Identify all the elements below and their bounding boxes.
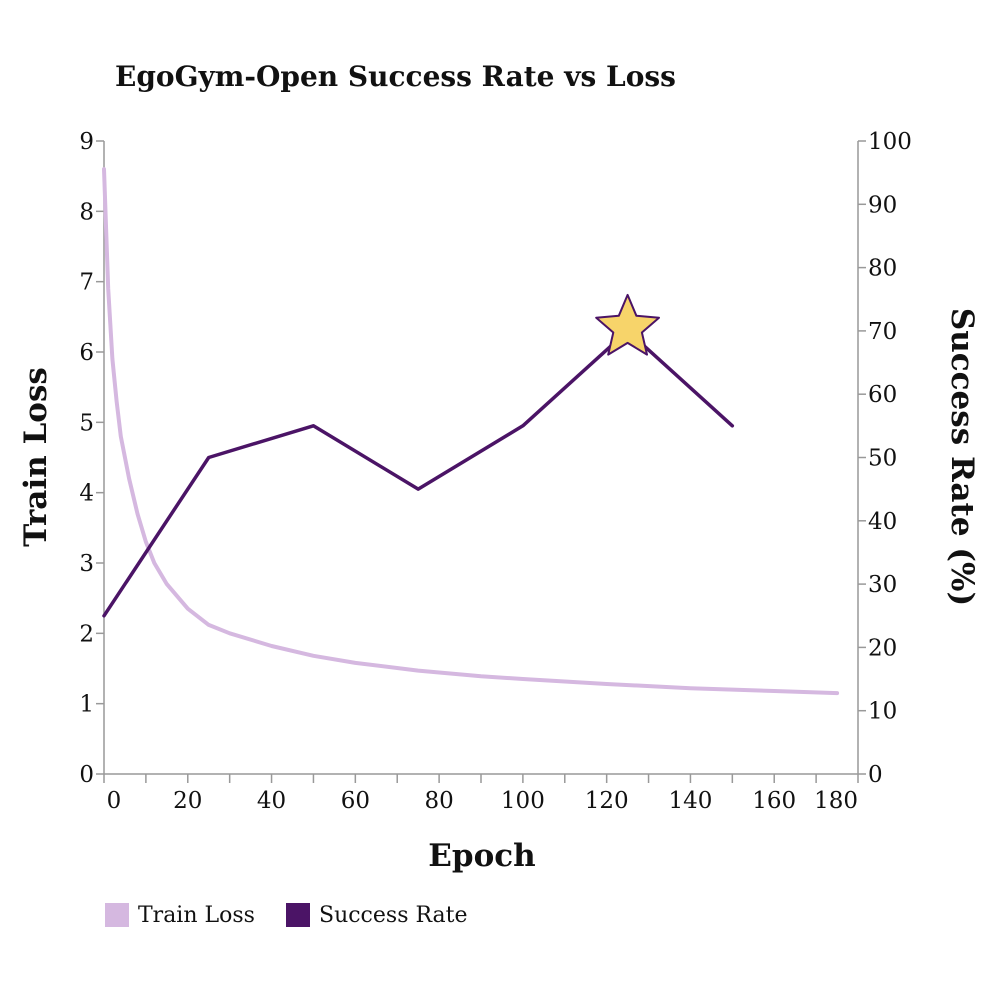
x-tick-label: 80 bbox=[424, 788, 453, 814]
x-tick-label: 120 bbox=[585, 788, 629, 814]
y-left-tick-label: 4 bbox=[79, 481, 94, 507]
y-right-tick-label: 70 bbox=[868, 319, 897, 345]
legend: Train Loss Success Rate bbox=[105, 903, 468, 928]
legend-swatch-success-rate bbox=[286, 903, 310, 927]
x-tick-label: 0 bbox=[107, 788, 122, 814]
y-left-tick-label: 2 bbox=[79, 621, 94, 647]
y-left-tick-label: 3 bbox=[79, 551, 94, 577]
y-left-tick-label: 9 bbox=[79, 129, 94, 155]
y-right-tick-label: 0 bbox=[868, 762, 883, 788]
series-line-success-rate bbox=[102, 329, 735, 618]
y-left-tick-label: 6 bbox=[79, 340, 94, 366]
x-tick-label: 60 bbox=[341, 788, 370, 814]
series-line-train-loss bbox=[102, 167, 840, 696]
x-tick-label: 20 bbox=[173, 788, 202, 814]
y-right-tick-label: 20 bbox=[868, 635, 897, 661]
x-tick-label: 180 bbox=[814, 788, 858, 814]
y-right-tick-label: 60 bbox=[868, 382, 897, 408]
legend-swatch-train-loss bbox=[105, 903, 129, 927]
x-axis-title: Epoch bbox=[428, 838, 535, 874]
y-right-tick-label: 90 bbox=[868, 192, 897, 218]
y-left-tick-label: 7 bbox=[79, 270, 94, 296]
y-axis-right-title: Success Rate (%) bbox=[944, 308, 980, 606]
x-tick-label: 100 bbox=[501, 788, 545, 814]
y-left-tick-label: 1 bbox=[79, 692, 94, 718]
y-left-tick-label: 5 bbox=[79, 410, 94, 436]
y-right-tick-label: 30 bbox=[868, 572, 897, 598]
y-right-tick-label: 80 bbox=[868, 256, 897, 282]
plot-area bbox=[102, 167, 840, 696]
y-right-tick-label: 40 bbox=[868, 509, 897, 535]
y-right-tick-label: 100 bbox=[868, 129, 912, 155]
y-left-tick-label: 0 bbox=[79, 762, 94, 788]
x-tick-label: 160 bbox=[752, 788, 796, 814]
legend-label-success-rate: Success Rate bbox=[319, 903, 468, 928]
chart-title: EgoGym-Open Success Rate vs Loss bbox=[115, 60, 676, 93]
y-axis-left-title: Train Loss bbox=[18, 367, 54, 547]
x-tick-label: 40 bbox=[257, 788, 286, 814]
legend-label-train-loss: Train Loss bbox=[138, 903, 255, 928]
y-left-tick-label: 8 bbox=[79, 199, 94, 225]
star-icon bbox=[595, 293, 660, 356]
y-right-tick-label: 10 bbox=[868, 699, 897, 725]
y-right-tick-label: 50 bbox=[868, 446, 897, 472]
x-tick-label: 140 bbox=[668, 788, 712, 814]
